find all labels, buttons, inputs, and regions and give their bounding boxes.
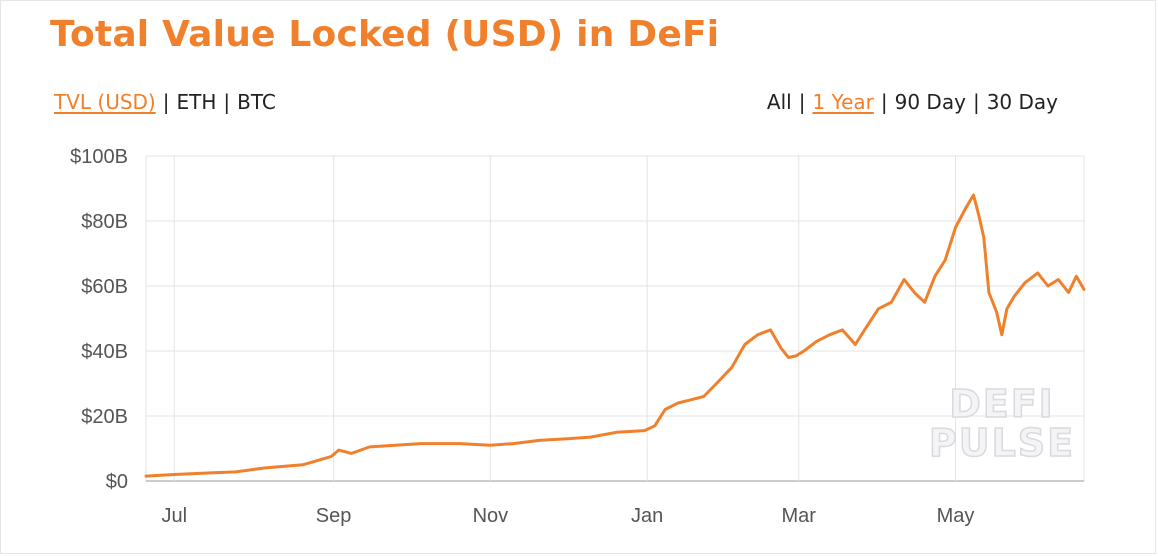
page-title: Total Value Locked (USD) in DeFi: [50, 14, 720, 55]
x-tick-label: Jan: [631, 505, 663, 527]
range-option-90-day[interactable]: 90 Day: [894, 90, 966, 114]
y-tick-label: $0: [106, 471, 128, 493]
y-tick-label: $100B: [70, 146, 128, 168]
separator: |: [972, 90, 980, 114]
separator: |: [223, 90, 231, 114]
y-axis: $0 $20B $40B $60B $80B $100B: [70, 146, 128, 493]
watermark-line2: PULSE: [929, 421, 1075, 465]
range-option-1-year[interactable]: 1 Year: [812, 90, 874, 114]
metric-option-btc[interactable]: BTC: [237, 90, 276, 114]
y-tick-label: $40B: [81, 341, 128, 363]
metric-option-eth[interactable]: ETH: [176, 90, 217, 114]
chart-series: [144, 193, 1086, 478]
x-tick-label: Sep: [316, 505, 352, 527]
x-axis: Jul Sep Nov Jan Mar May: [161, 505, 974, 527]
x-tick-label: Jul: [161, 505, 187, 527]
metric-option-tvl-usd[interactable]: TVL (USD): [54, 90, 156, 114]
metric-toggle-group: TVL (USD) | ETH | BTC: [54, 90, 276, 114]
separator: |: [162, 90, 170, 114]
y-tick-label: $80B: [81, 211, 128, 233]
range-toggle-group: All | 1 Year | 90 Day | 30 Day: [767, 90, 1058, 114]
series-line-tvl: [144, 193, 1086, 478]
y-tick-label: $60B: [81, 276, 128, 298]
range-option-30-day[interactable]: 30 Day: [986, 90, 1058, 114]
watermark-line1: DEFI: [949, 382, 1055, 426]
x-tick-label: May: [937, 505, 975, 527]
x-tick-label: Nov: [473, 505, 509, 527]
x-tick-label: Mar: [782, 505, 817, 527]
range-option-all[interactable]: All: [766, 90, 792, 114]
chart-grid: [145, 155, 1085, 482]
separator: |: [880, 90, 888, 114]
defi-pulse-watermark: DEFI PULSE: [928, 381, 1075, 466]
separator: |: [798, 90, 806, 114]
y-tick-label: $20B: [81, 406, 128, 428]
